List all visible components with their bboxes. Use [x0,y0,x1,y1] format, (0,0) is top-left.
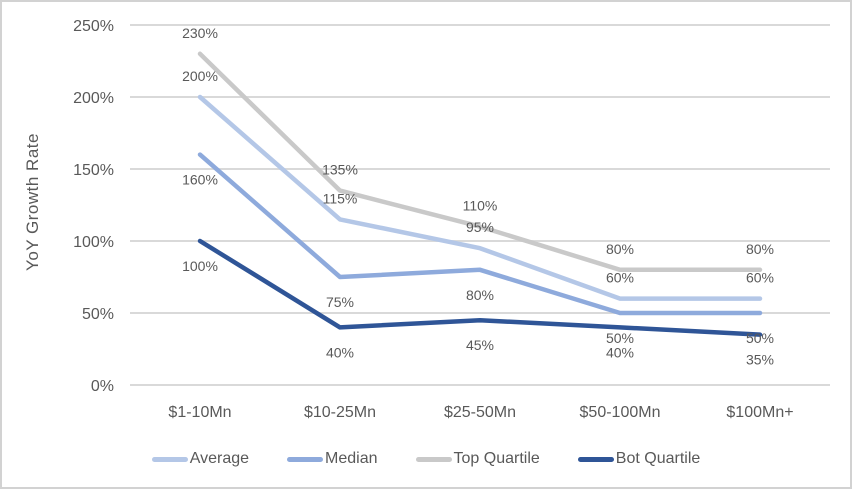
y-tick-label: 200% [73,90,114,107]
legend-label-top-quartile: Top Quartile [453,450,540,467]
data-label: 40% [326,344,354,360]
y-tick-label: 50% [82,306,114,323]
series-line-top-quartile [197,51,763,273]
data-label: 80% [466,287,494,303]
legend-item-average: Average [151,450,250,468]
data-label: 115% [323,190,358,206]
legend-swatch-top-quartile [415,456,452,462]
legend-label-bot-quartile: Bot Quartile [615,450,701,467]
series-line-median [197,152,763,316]
y-tick-label: 0% [91,378,114,395]
data-label: 160% [182,172,218,188]
x-category-label: $50-100Mn [580,404,661,421]
legend-label-average: Average [189,450,250,467]
data-label: 200% [182,68,218,84]
data-label: 35% [746,352,774,368]
legend: Average Median Top Quartile Bot Quartile [2,444,850,474]
series-line-average [197,94,763,301]
legend-item-top-quartile: Top Quartile [415,450,540,468]
x-category-label: $25-50Mn [444,404,516,421]
y-tick-label: 250% [73,18,114,35]
legend-item-bot-quartile: Bot Quartile [577,450,701,468]
x-category-label: $1-10Mn [168,404,231,421]
series-line-bot-quartile [197,238,763,337]
data-label: 60% [606,270,634,286]
legend-label-median: Median [325,450,378,467]
data-label: 230% [182,25,218,41]
legend-item-median: Median [287,450,378,468]
x-category-label: $100Mn+ [726,404,793,421]
data-label: 40% [606,344,634,360]
plot-area: 0% 50% 100% 150% 200% 250% $1-10Mn $10-25Mn $25-… [73,18,830,421]
data-label: 45% [466,337,494,353]
data-label: 95% [466,219,494,235]
legend-swatch-bot-quartile [577,456,614,462]
legend-swatch-average [151,456,188,462]
y-tick-label: 100% [73,234,114,251]
data-label: 100% [182,258,218,274]
legend-swatch-median [287,456,324,462]
data-label: 135% [322,162,358,178]
data-label: 80% [606,241,634,257]
data-label: 80% [746,241,774,257]
data-label: 50% [746,330,774,346]
data-label: 60% [746,270,774,286]
data-label: 110% [463,198,498,214]
x-category-label: $10-25Mn [304,404,376,421]
data-label: 75% [326,294,354,310]
y-tick-label: 150% [73,162,114,179]
data-label: 50% [606,330,634,346]
